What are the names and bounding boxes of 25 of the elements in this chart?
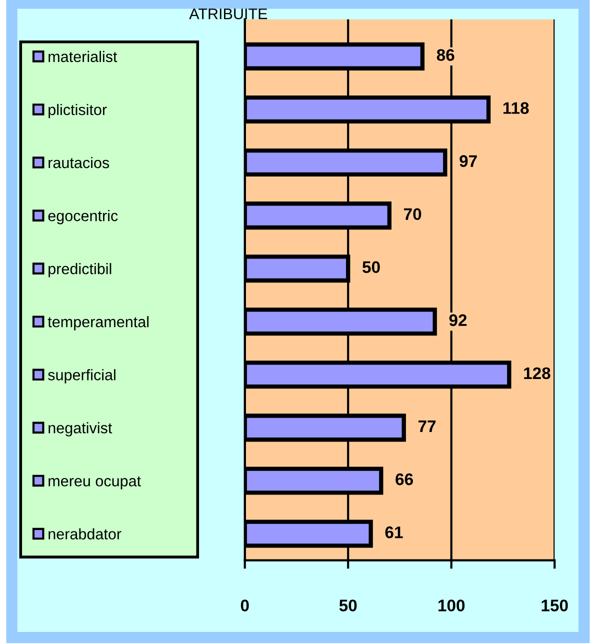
y-tick-label: predictibil xyxy=(48,263,112,278)
data-label: 86 xyxy=(436,49,454,61)
chart-title: ATRIBUITE xyxy=(189,8,268,20)
y-tick-label: mereu ocupat xyxy=(48,476,141,490)
data-label: 118 xyxy=(503,102,529,114)
data-label: 92 xyxy=(449,314,467,326)
data-label: 66 xyxy=(396,473,413,486)
data-label: 50 xyxy=(362,261,380,274)
data-label: 77 xyxy=(418,420,436,432)
data-label: 70 xyxy=(404,208,422,220)
x-tick-label: 50 xyxy=(339,600,357,612)
y-tick-label: superficial xyxy=(48,369,116,384)
y-tick-label: materialist xyxy=(48,50,118,62)
x-tick-label: 100 xyxy=(438,600,465,612)
y-tick-label: rautacios xyxy=(48,156,110,168)
data-label: 128 xyxy=(524,367,550,380)
y-tick-label: nerabdator xyxy=(48,528,122,540)
y-tick-label: temperamental xyxy=(48,316,149,330)
x-tick-label: 0 xyxy=(240,600,249,612)
y-tick-label: negativist xyxy=(48,422,112,436)
y-tick-label: plictisitor xyxy=(48,104,107,118)
x-tick-label: 150 xyxy=(542,600,568,612)
data-label: 97 xyxy=(460,155,477,167)
y-tick-label: egocentric xyxy=(48,210,118,224)
data-label: 61 xyxy=(385,526,403,538)
